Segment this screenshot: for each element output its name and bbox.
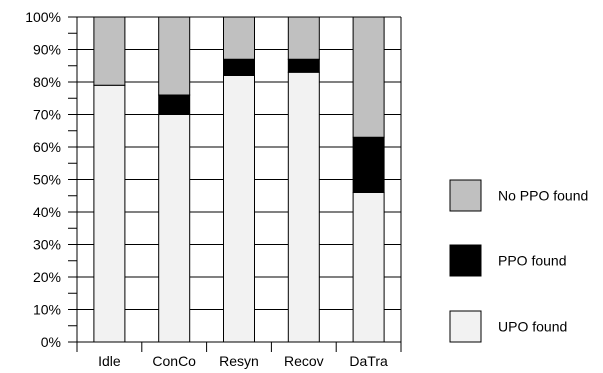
bar-segment-datra-1 xyxy=(352,136,385,193)
y-tick-label: 100% xyxy=(25,9,61,25)
bars xyxy=(93,16,385,343)
x-tick-label: DaTra xyxy=(349,353,388,369)
y-tick-label: 10% xyxy=(33,302,61,318)
bar-segment-recov-1 xyxy=(287,58,320,73)
bar-segment-recov-2 xyxy=(287,16,320,60)
legend-label: PPO found xyxy=(498,253,567,269)
bar-segment-resyn-0 xyxy=(223,75,255,343)
bar-segment-idle-2 xyxy=(93,16,126,86)
bar-segment-datra-0 xyxy=(352,192,385,343)
y-tick-label: 0% xyxy=(41,334,61,350)
legend-swatch xyxy=(449,310,482,343)
bar-segment-resyn-2 xyxy=(223,16,255,60)
axes: 0% 10% 20% 30% 40% 50% 60% 70% 80% 90% 100% Idle Con… xyxy=(25,9,402,369)
y-tick-label: 90% xyxy=(33,42,61,58)
bar-segment-conco-0 xyxy=(158,114,191,343)
x-tick-label: Recov xyxy=(284,353,324,369)
bar-segment-recov-0 xyxy=(287,71,320,343)
y-tick-label: 40% xyxy=(33,204,61,220)
y-tick-label: 80% xyxy=(33,74,61,90)
legend-swatch xyxy=(449,244,482,277)
y-tick-label: 70% xyxy=(33,107,61,123)
legend-label: UPO found xyxy=(498,319,567,335)
bar-segment-conco-2 xyxy=(158,16,191,96)
y-tick-label: 20% xyxy=(33,269,61,285)
legend-label: No PPO found xyxy=(498,188,588,204)
x-tick-label: ConCo xyxy=(152,353,196,369)
legend-swatch xyxy=(449,179,482,212)
legend: No PPO found PPO found UPO found xyxy=(449,179,588,343)
y-tick-label: 60% xyxy=(33,139,61,155)
bar-segment-idle-0 xyxy=(93,84,126,343)
x-tick-label: Resyn xyxy=(219,353,259,369)
x-tick-label: Idle xyxy=(98,353,121,369)
bar-segment-conco-1 xyxy=(158,94,191,115)
y-tick-label: 30% xyxy=(33,237,61,253)
y-tick-label: 50% xyxy=(33,172,61,188)
bar-segment-datra-2 xyxy=(352,16,385,138)
bar-segment-resyn-1 xyxy=(223,58,255,76)
